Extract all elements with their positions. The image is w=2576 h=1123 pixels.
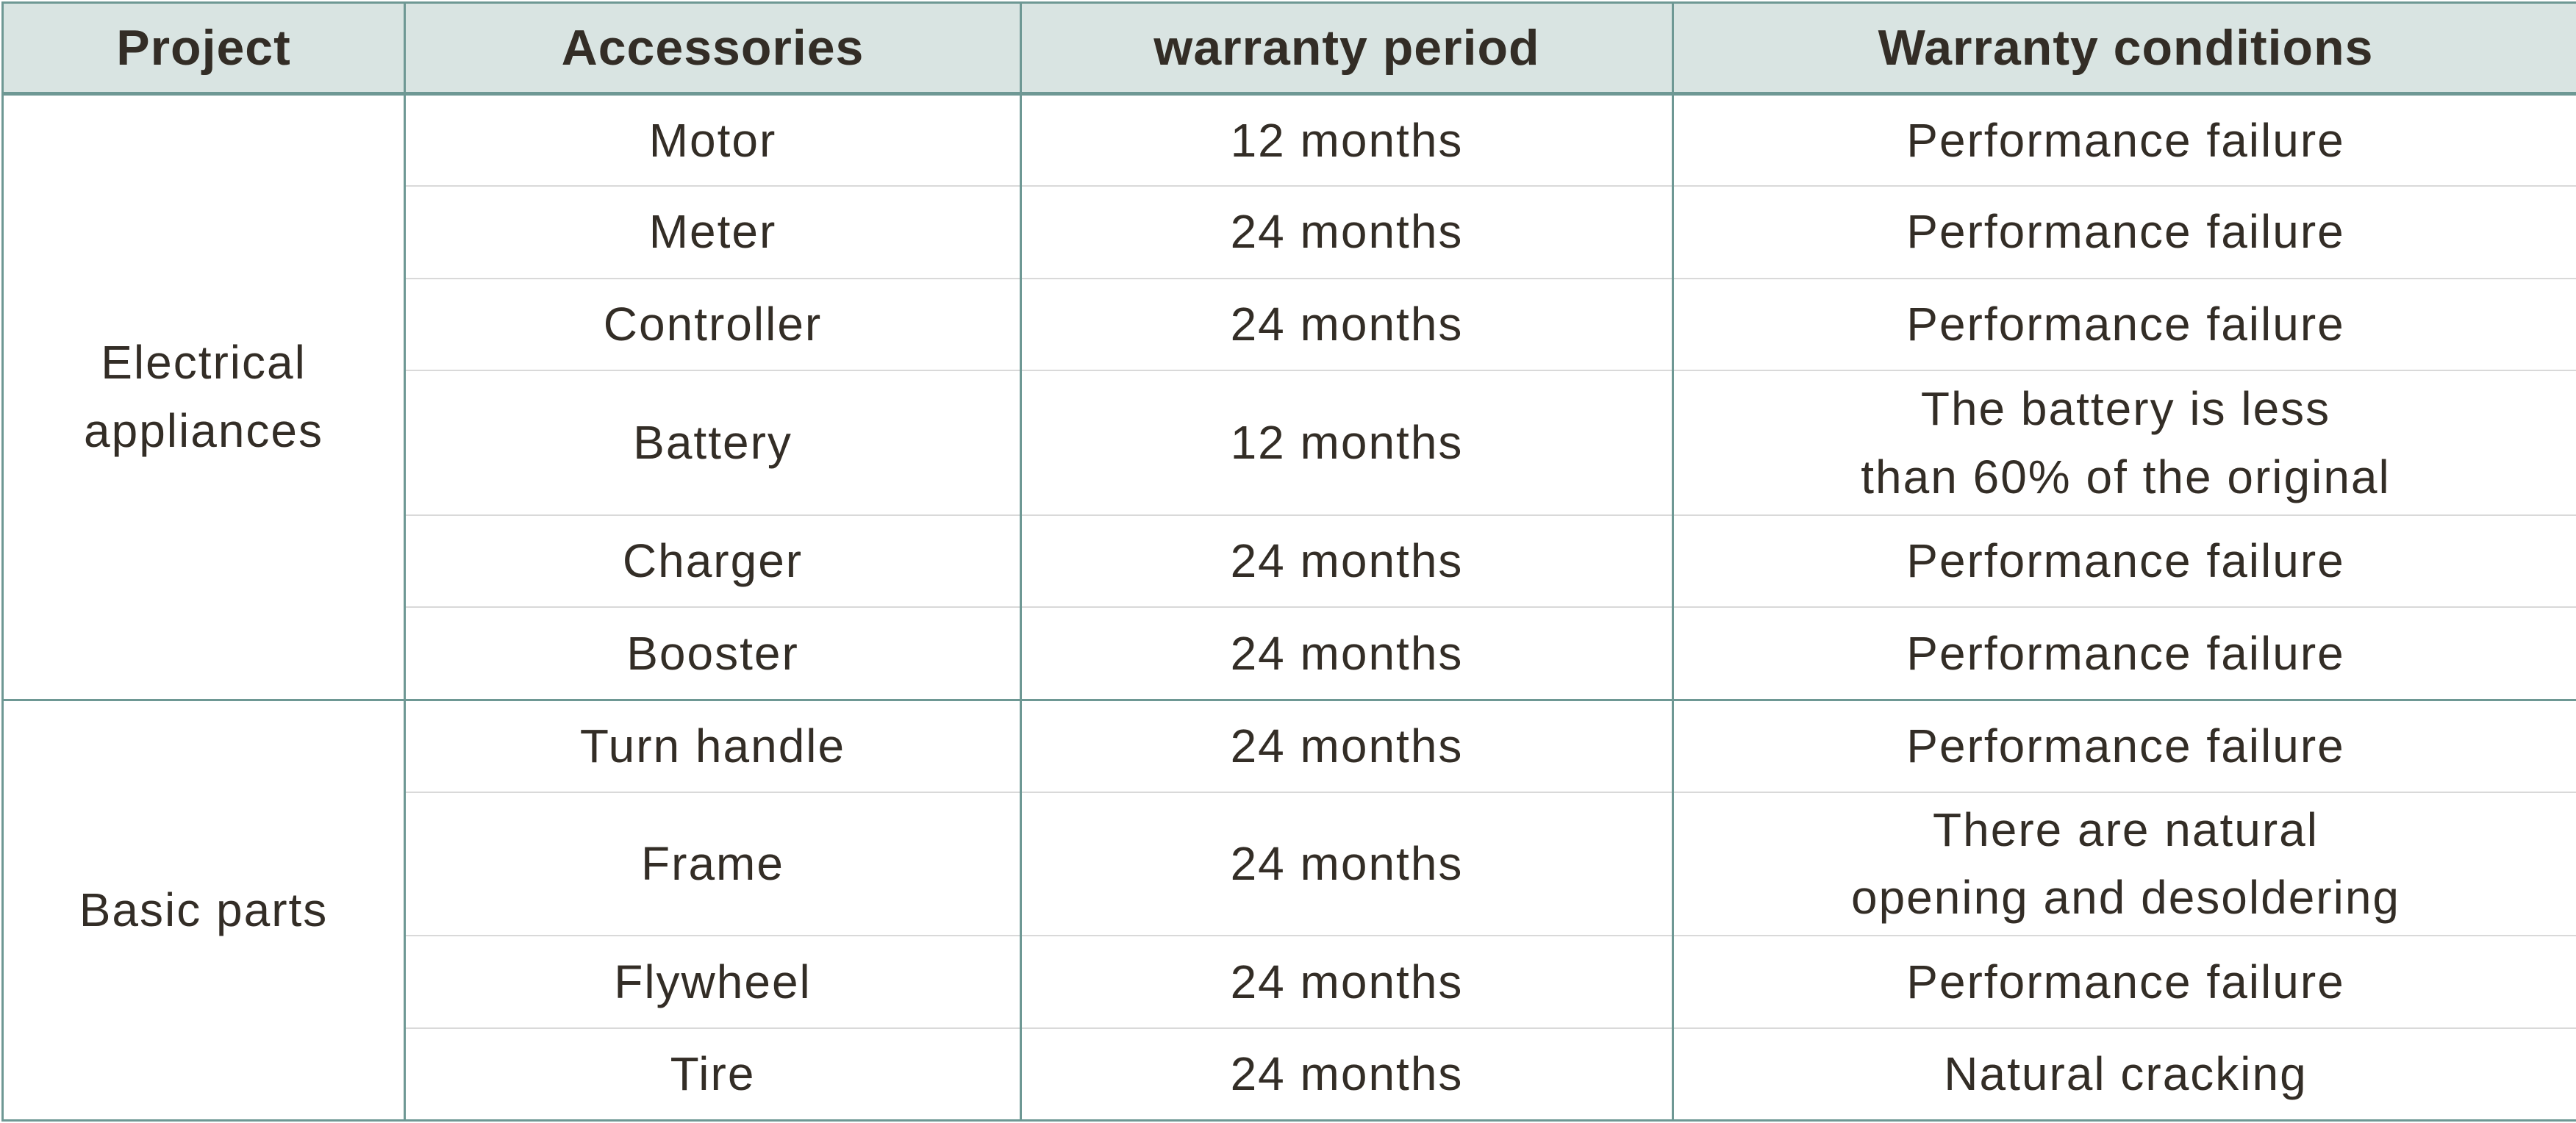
condition-cell: Performance failure: [1672, 93, 2576, 187]
header-warranty-conditions: Warranty conditions: [1672, 2, 2576, 96]
accessory-cell: Flywheel: [404, 935, 1021, 1028]
accessory-cell: Meter: [404, 185, 1021, 279]
period-cell: 12 months: [1020, 93, 1673, 187]
period-cell: 24 months: [1020, 698, 1673, 792]
period-cell: 24 months: [1020, 1027, 1673, 1121]
condition-cell: Performance failure: [1672, 606, 2576, 700]
period-cell: 24 months: [1020, 514, 1673, 608]
period-cell: 24 months: [1020, 277, 1673, 371]
period-cell: 12 months: [1020, 370, 1673, 515]
condition-cell: Performance failure: [1672, 514, 2576, 608]
header-warranty-period: warranty period: [1020, 2, 1673, 96]
accessory-cell: Booster: [404, 606, 1021, 700]
table-row: Electrical appliances Motor 12 months Pe…: [3, 93, 2576, 457]
table-row: Tire 24 months Natural cracking: [3, 1027, 2576, 1121]
condition-cell: The battery is less than 60% of the orig…: [1672, 370, 2576, 515]
period-cell: 24 months: [1020, 185, 1673, 279]
table-row: Basic parts Turn handle 24 months Perfor…: [2, 698, 2576, 1121]
period-cell: 24 months: [1020, 791, 1673, 936]
header-row: Project Accessories warranty period Warr…: [2, 2, 2576, 96]
project-cell-basic-parts: Basic parts: [2, 698, 405, 1121]
condition-cell: Performance failure: [1672, 277, 2576, 371]
table-row: Controller 24 months Performance failure: [3, 277, 2576, 371]
condition-cell: There are natural opening and desolderin…: [1672, 791, 2576, 936]
table-row: Booster 24 months Performance failure: [3, 606, 2576, 700]
accessory-cell: Frame: [404, 791, 1021, 936]
table-row: Flywheel 24 months Performance failure: [3, 935, 2576, 1028]
table-row: Charger 24 months Performance failure: [3, 514, 2576, 608]
table-row: Meter 24 months Performance failure: [3, 185, 2576, 279]
header-project: Project: [2, 2, 405, 96]
condition-cell: Natural cracking: [1672, 1027, 2576, 1121]
accessory-cell: Motor: [404, 93, 1021, 187]
accessory-cell: Controller: [404, 277, 1021, 371]
header-accessories: Accessories: [404, 2, 1021, 96]
condition-cell: Performance failure: [1672, 698, 2576, 792]
accessory-cell: Battery: [404, 370, 1021, 515]
table-row: Battery 12 months The battery is less th…: [3, 370, 2576, 515]
period-cell: 24 months: [1020, 935, 1673, 1028]
table-row: Frame 24 months There are natural openin…: [3, 791, 2576, 936]
period-cell: 24 months: [1020, 606, 1673, 700]
accessory-cell: Turn handle: [404, 698, 1021, 792]
condition-cell: Performance failure: [1672, 935, 2576, 1028]
accessory-cell: Tire: [404, 1027, 1021, 1121]
condition-cell: Performance failure: [1672, 185, 2576, 279]
accessory-cell: Charger: [404, 514, 1021, 608]
project-cell-electrical-appliances: Electrical appliances: [84, 336, 323, 458]
